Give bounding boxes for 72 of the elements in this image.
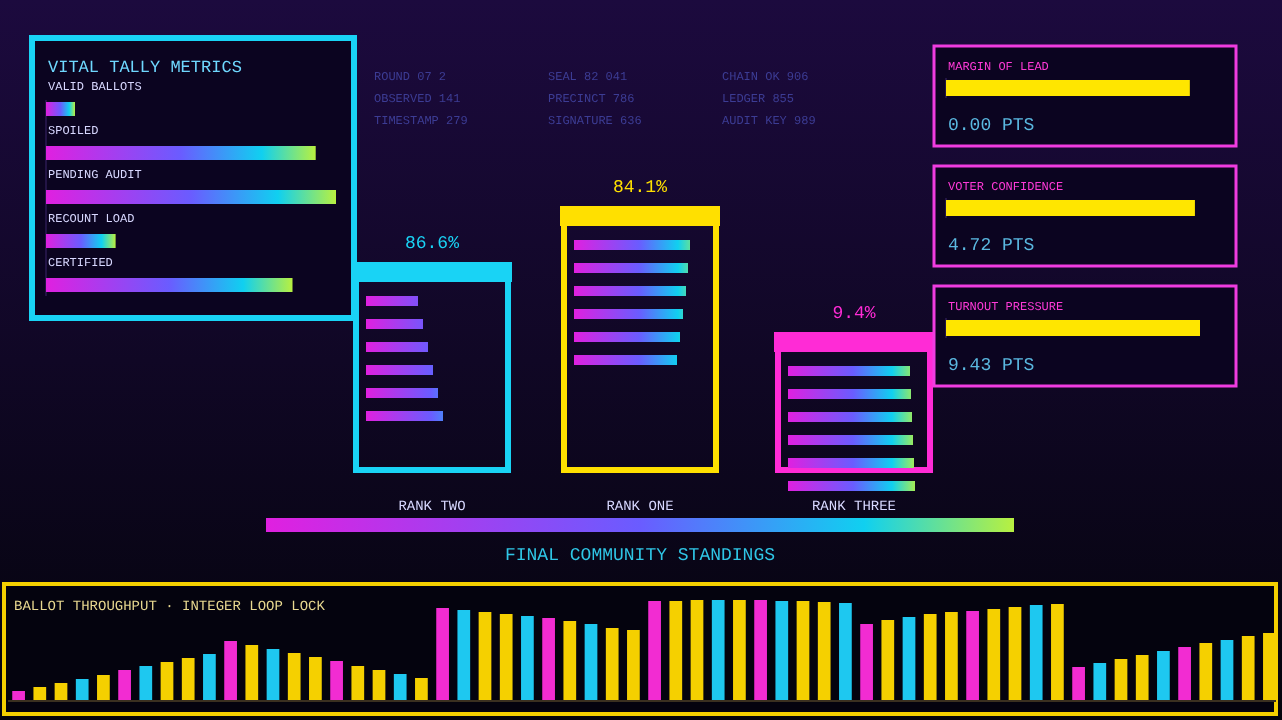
bar (521, 616, 534, 700)
bar (839, 603, 852, 700)
bar (1051, 604, 1064, 700)
bar (54, 683, 68, 700)
text: FINAL COMMUNITY STANDINGS (504, 546, 776, 566)
bar (160, 662, 174, 700)
bar (46, 102, 75, 116)
bar (987, 609, 1001, 700)
bar (1199, 643, 1213, 700)
bar (966, 611, 979, 700)
bar (648, 601, 661, 700)
bar (775, 601, 789, 700)
bar (351, 666, 365, 700)
bar (1072, 667, 1085, 700)
bar (605, 628, 619, 700)
bar (1029, 605, 1043, 700)
bar (796, 601, 810, 700)
bar (669, 601, 683, 700)
chart-title: VITAL TALLY METRICS (48, 58, 242, 78)
bar (1135, 655, 1149, 700)
bar (499, 614, 513, 700)
annotation: 9.43 PTS (948, 356, 1035, 376)
bar (542, 618, 555, 700)
text: 84.1% (612, 178, 668, 198)
bar (1241, 636, 1255, 700)
bar (46, 190, 336, 204)
bar (181, 658, 195, 700)
bar (945, 612, 958, 700)
bar (266, 649, 280, 700)
bar (330, 661, 343, 700)
bar (584, 624, 598, 700)
bar (1008, 607, 1022, 700)
bar (1157, 651, 1170, 700)
bar (393, 674, 407, 700)
bar (478, 612, 492, 700)
bar (118, 670, 131, 700)
bar (627, 630, 640, 700)
bar (1114, 659, 1128, 700)
bar (1093, 663, 1107, 700)
bar (563, 621, 577, 700)
bar (309, 657, 322, 700)
bar (139, 666, 153, 700)
annotation: 4.72 PTS (948, 236, 1035, 256)
bar (1220, 640, 1234, 700)
bar (287, 653, 301, 700)
bar (203, 654, 216, 700)
bar (12, 691, 25, 700)
bar (733, 600, 746, 700)
bar (224, 641, 237, 700)
bar (1178, 647, 1191, 700)
bar (46, 234, 116, 248)
bar (923, 614, 937, 700)
text: 9.4% (832, 304, 876, 324)
bar (33, 687, 47, 700)
bar (46, 278, 293, 292)
bar (457, 610, 471, 700)
bar (245, 645, 259, 700)
bar (415, 678, 428, 700)
text: 86.6% (404, 234, 460, 254)
bar (46, 146, 316, 160)
bar (97, 675, 110, 700)
bar (860, 624, 873, 700)
annotation: 0.00 PTS (948, 116, 1035, 136)
bar (711, 600, 725, 700)
bar (372, 670, 386, 700)
bar (690, 600, 704, 700)
bar (881, 620, 895, 700)
bar (436, 608, 449, 700)
bar (75, 679, 89, 700)
bar (817, 602, 831, 700)
bar (902, 617, 916, 700)
bar (754, 600, 767, 700)
